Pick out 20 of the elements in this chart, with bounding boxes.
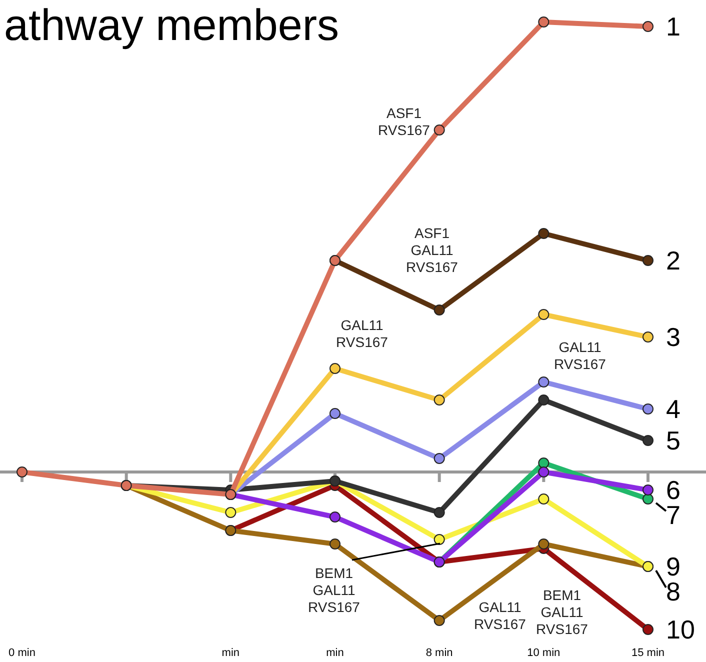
- x-tick-label: 0 min: [8, 647, 36, 659]
- series-label: 1: [666, 12, 680, 42]
- series-label: 10: [666, 614, 695, 644]
- series-label: 4: [666, 394, 680, 424]
- x-tick-label: min: [222, 647, 240, 659]
- series-label: 2: [666, 246, 680, 276]
- annotation: BEM1 GAL11 RVS167: [308, 565, 360, 615]
- series-label: 3: [666, 322, 680, 352]
- x-tick-label: 10 min: [527, 647, 560, 659]
- x-tick-label: 15 min: [631, 647, 665, 659]
- series-label: 5: [666, 426, 680, 456]
- x-tick-label: min: [326, 647, 344, 659]
- annotation: GAL11 RVS167: [336, 317, 388, 350]
- chart-title: athway members: [4, 1, 340, 50]
- annotation: ASF1 RVS167: [378, 105, 430, 138]
- annotation: GAL11 RVS167: [474, 599, 526, 632]
- annotation: ASF1 GAL11 RVS167: [406, 225, 458, 275]
- annotation: GAL11 RVS167: [554, 339, 606, 372]
- x-tick-label: 8 min: [426, 647, 453, 659]
- annotation: BEM1 GAL11 RVS167: [536, 587, 588, 637]
